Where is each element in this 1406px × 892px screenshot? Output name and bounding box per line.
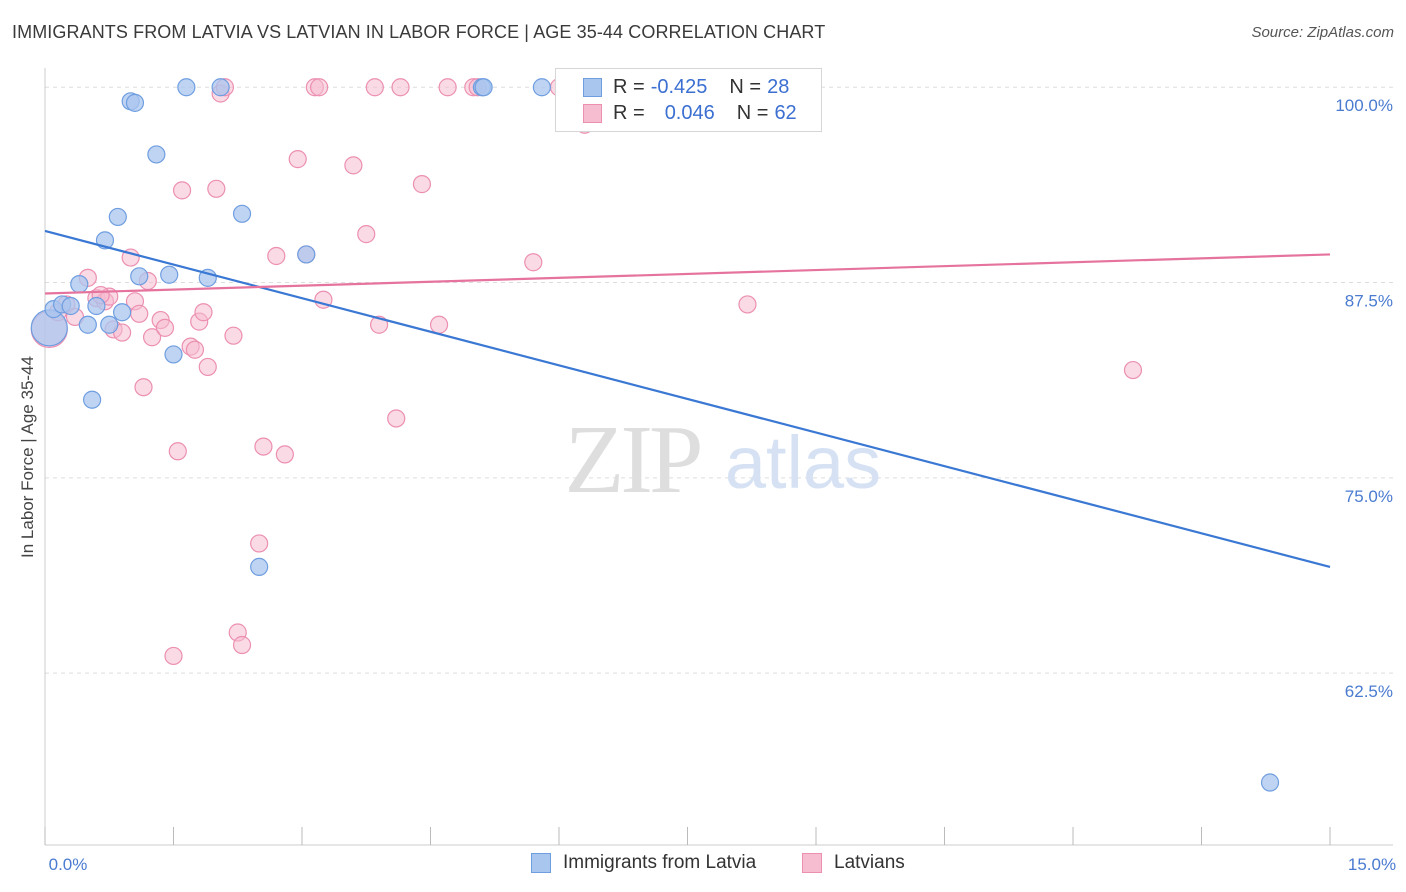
point-immigrants-latvia xyxy=(61,296,80,316)
point-latvians xyxy=(310,78,329,97)
legend-r-value-latvia: -0.425 xyxy=(650,75,708,98)
legend-r-label: R = xyxy=(613,101,645,124)
point-immigrants-latvia xyxy=(164,345,183,364)
y-tick-label: 75.0% xyxy=(1345,487,1393,506)
point-immigrants-latvia xyxy=(232,204,252,223)
point-immigrants-latvia xyxy=(177,78,196,97)
legend-row-latvians: R = 0.046 N = 62 xyxy=(556,100,797,126)
legend-swatch-latvians xyxy=(583,103,602,123)
point-latvians xyxy=(250,534,269,553)
point-immigrants-latvia xyxy=(1260,773,1280,792)
point-latvians xyxy=(1123,360,1143,380)
point-latvians xyxy=(172,181,192,200)
point-latvians xyxy=(344,156,363,175)
trend-line-immigrants-latvia xyxy=(44,229,1331,568)
point-latvians xyxy=(387,409,406,428)
legend-r-label: R = xyxy=(613,75,645,98)
point-immigrants-latvia xyxy=(250,557,269,576)
legend-item-latvia[interactable]: Immigrants from Latvia xyxy=(531,852,756,874)
y-tick-label: 87.5% xyxy=(1345,292,1393,311)
legend-n-value-latvia: 28 xyxy=(767,75,790,98)
point-immigrants-latvia xyxy=(112,303,132,322)
point-latvians xyxy=(198,357,217,377)
legend-row-latvia: R = -0.425 N = 28 xyxy=(556,74,789,100)
point-latvians xyxy=(207,179,226,198)
point-latvians xyxy=(164,646,183,666)
point-latvians xyxy=(194,303,213,322)
y-tick-labels: 100.0% 87.5% 75.0% 62.5% xyxy=(1335,96,1393,701)
axes xyxy=(44,68,1393,846)
point-immigrants-latvia xyxy=(78,315,97,334)
legend-n-value-latvians: 62 xyxy=(774,101,797,124)
chart-title: IMMIGRANTS FROM LATVIA VS LATVIAN IN LAB… xyxy=(12,22,826,42)
x-tick-label-max: 15.0% xyxy=(1348,855,1396,874)
point-latvians xyxy=(130,304,149,323)
point-immigrants-latvia xyxy=(108,207,127,227)
point-latvians xyxy=(524,253,543,272)
point-latvians xyxy=(232,635,252,655)
legend-r-value-latvians: 0.046 xyxy=(664,101,715,124)
point-latvians xyxy=(185,340,205,359)
trend-lines xyxy=(44,229,1331,568)
point-immigrants-latvia xyxy=(160,265,179,284)
point-latvians xyxy=(429,315,449,334)
point-latvians xyxy=(391,78,410,97)
point-latvians xyxy=(412,175,432,194)
point-latvians xyxy=(168,442,187,461)
x-tick-labels: 0.0% 15.0% xyxy=(49,855,1396,874)
data-points xyxy=(30,78,1280,792)
legend-item-latvians[interactable]: Latvians xyxy=(802,852,905,874)
correlation-legend: R = -0.425 N = 28 R = 0.046 N = 62 xyxy=(555,68,822,132)
point-latvians xyxy=(738,295,757,314)
x-tick-label-min: 0.0% xyxy=(49,855,88,874)
point-latvians xyxy=(134,378,153,397)
legend-swatch-latvia xyxy=(531,853,551,873)
point-latvians xyxy=(224,326,243,345)
point-immigrants-latvia xyxy=(474,78,493,97)
point-latvians xyxy=(288,150,307,169)
point-immigrants-latvia xyxy=(100,315,119,334)
point-latvians xyxy=(267,246,286,266)
point-immigrants-latvia xyxy=(125,93,145,112)
watermark: ZIP atlas xyxy=(565,406,882,514)
point-immigrants-latvia xyxy=(87,296,106,316)
trend-line-latvians xyxy=(44,253,1331,295)
legend-label-latvia: Immigrants from Latvia xyxy=(563,852,757,873)
legend-n-label: N = xyxy=(729,75,762,98)
legend-n-label: N = xyxy=(736,101,769,124)
point-latvians xyxy=(142,328,162,347)
y-tick-label: 62.5% xyxy=(1345,682,1393,701)
point-immigrants-latvia xyxy=(211,78,230,97)
point-latvians xyxy=(155,318,175,337)
point-immigrants-latvia xyxy=(532,78,551,97)
legend-swatch-latvians xyxy=(802,853,822,873)
point-latvians xyxy=(365,78,384,97)
series-legend: Immigrants from Latvia Latvians xyxy=(0,852,1406,878)
point-immigrants-latvia xyxy=(147,145,166,164)
point-latvians xyxy=(438,78,457,97)
point-immigrants-latvia xyxy=(70,275,89,294)
point-latvians xyxy=(275,445,294,464)
gridlines xyxy=(45,86,1395,674)
legend-swatch-latvia xyxy=(583,77,602,97)
point-latvians xyxy=(254,437,273,456)
watermark-atlas: atlas xyxy=(725,421,881,504)
y-tick-label: 100.0% xyxy=(1335,96,1393,115)
point-latvians xyxy=(357,225,376,244)
legend-label-latvians: Latvians xyxy=(834,852,905,873)
point-immigrants-latvia xyxy=(83,390,102,409)
point-immigrants-latvia xyxy=(130,267,149,286)
point-immigrants-latvia xyxy=(297,245,316,264)
watermark-zip: ZIP xyxy=(565,406,700,514)
source-label: Source: ZipAtlas.com xyxy=(1251,24,1394,41)
